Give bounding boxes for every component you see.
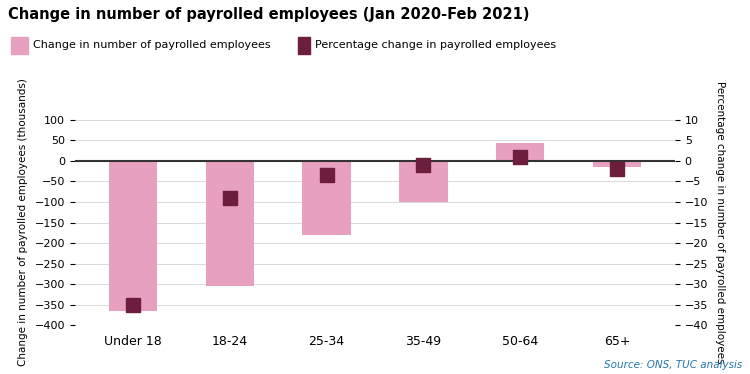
- Point: [418, 162, 430, 168]
- Bar: [592, 161, 641, 167]
- Bar: [206, 161, 254, 286]
- Text: Percentage change in payrolled employees: Percentage change in payrolled employees: [315, 40, 556, 50]
- Text: Change in number of payrolled employees: Change in number of payrolled employees: [33, 40, 271, 50]
- Point: [224, 195, 236, 201]
- FancyBboxPatch shape: [298, 37, 310, 54]
- Point: [320, 172, 332, 178]
- FancyBboxPatch shape: [10, 37, 28, 54]
- Text: Source: ONS, TUC analysis: Source: ONS, TUC analysis: [604, 360, 742, 370]
- Bar: [496, 143, 544, 161]
- Text: Change in number of payrolled employees (Jan 2020-Feb 2021): Change in number of payrolled employees …: [8, 7, 529, 22]
- Bar: [399, 161, 448, 202]
- Point: [514, 154, 526, 160]
- Point: [611, 166, 623, 172]
- Bar: [109, 161, 158, 311]
- Y-axis label: Change in number of payrolled employees (thousands): Change in number of payrolled employees …: [18, 79, 28, 367]
- Point: [127, 302, 139, 308]
- Bar: [302, 161, 351, 235]
- Y-axis label: Percentage change in number of payrolled employees: Percentage change in number of payrolled…: [716, 81, 725, 364]
